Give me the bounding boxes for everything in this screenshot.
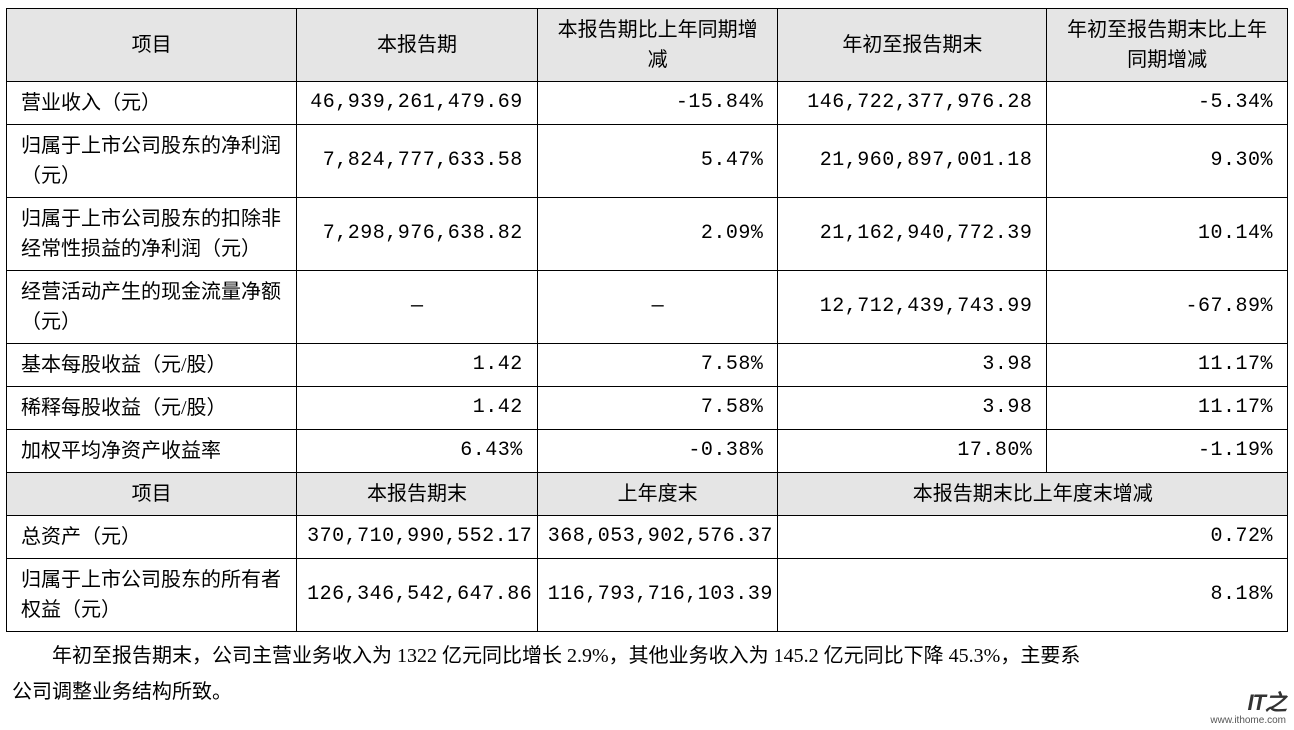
footnote-paragraph: 年初至报告期末，公司主营业务收入为 1322 亿元同比增长 2.9%，其他业务收… (6, 632, 1288, 710)
h1-item: 项目 (7, 9, 297, 82)
table-row: 稀释每股收益（元/股） 1.42 7.58% 3.98 11.17% (7, 387, 1288, 430)
row-value: 1.42 (297, 387, 538, 430)
header-row-2: 项目 本报告期末 上年度末 本报告期末比上年度末增减 (7, 473, 1288, 516)
row-value: 21,960,897,001.18 (778, 125, 1047, 198)
table-row: 归属于上市公司股东的所有者权益（元） 126,346,542,647.86 11… (7, 559, 1288, 632)
footnote-line-1: 年初至报告期末，公司主营业务收入为 1322 亿元同比增长 2.9%，其他业务收… (12, 638, 1282, 674)
row-pct: -67.89% (1047, 271, 1288, 344)
source-watermark: IT之 www.ithome.com (1210, 685, 1286, 726)
row-pct: 2.09% (537, 198, 778, 271)
row-pct: 5.47% (537, 125, 778, 198)
row-value: 370,710,990,552.17 (297, 516, 538, 559)
row-value: 1.42 (297, 344, 538, 387)
row-value: 12,712,439,743.99 (778, 271, 1047, 344)
row-pct: 10.14% (1047, 198, 1288, 271)
row-value: 21,162,940,772.39 (778, 198, 1047, 271)
financial-table: 项目 本报告期 本报告期比上年同期增减 年初至报告期末 年初至报告期末比上年同期… (6, 8, 1288, 632)
row-label: 归属于上市公司股东的所有者权益（元） (7, 559, 297, 632)
watermark-logo: IT之 (1210, 685, 1286, 717)
row-label: 经营活动产生的现金流量净额（元） (7, 271, 297, 344)
row-label: 基本每股收益（元/股） (7, 344, 297, 387)
footnote-line-2: 公司调整业务结构所致。 (12, 674, 1282, 710)
row-label: 稀释每股收益（元/股） (7, 387, 297, 430)
h1-ytd-chg: 年初至报告期末比上年同期增减 (1047, 9, 1288, 82)
row-label: 归属于上市公司股东的净利润（元） (7, 125, 297, 198)
h2-prev: 上年度末 (537, 473, 778, 516)
row-pct: 11.17% (1047, 387, 1288, 430)
table-row: 营业收入（元） 46,939,261,479.69 -15.84% 146,72… (7, 82, 1288, 125)
row-pct: 8.18% (778, 559, 1288, 632)
table-row: 总资产（元） 370,710,990,552.17 368,053,902,57… (7, 516, 1288, 559)
table-row: 归属于上市公司股东的净利润（元） 7,824,777,633.58 5.47% … (7, 125, 1288, 198)
row-value: 3.98 (778, 387, 1047, 430)
row-value: 7,298,976,638.82 (297, 198, 538, 271)
row-value: 46,939,261,479.69 (297, 82, 538, 125)
row-value: — (297, 271, 538, 344)
row-value: 146,722,377,976.28 (778, 82, 1047, 125)
row-value: 7,824,777,633.58 (297, 125, 538, 198)
row-pct: 0.72% (778, 516, 1288, 559)
row-value: 3.98 (778, 344, 1047, 387)
table-row: 归属于上市公司股东的扣除非经常性损益的净利润（元） 7,298,976,638.… (7, 198, 1288, 271)
row-label: 加权平均净资产收益率 (7, 430, 297, 473)
row-pct: -0.38% (537, 430, 778, 473)
row-pct: 9.30% (1047, 125, 1288, 198)
row-label: 总资产（元） (7, 516, 297, 559)
row-pct: -15.84% (537, 82, 778, 125)
header-row-1: 项目 本报告期 本报告期比上年同期增减 年初至报告期末 年初至报告期末比上年同期… (7, 9, 1288, 82)
table-row: 经营活动产生的现金流量净额（元） — — 12,712,439,743.99 -… (7, 271, 1288, 344)
row-value: 368,053,902,576.37 (537, 516, 778, 559)
table-row: 加权平均净资产收益率 6.43% -0.38% 17.80% -1.19% (7, 430, 1288, 473)
row-value: 116,793,716,103.39 (537, 559, 778, 632)
h1-ytd: 年初至报告期末 (778, 9, 1047, 82)
row-value: 6.43% (297, 430, 538, 473)
row-pct: -5.34% (1047, 82, 1288, 125)
row-pct: -1.19% (1047, 430, 1288, 473)
row-label: 营业收入（元） (7, 82, 297, 125)
h1-period: 本报告期 (297, 9, 538, 82)
row-pct: 11.17% (1047, 344, 1288, 387)
row-value: 126,346,542,647.86 (297, 559, 538, 632)
row-label: 归属于上市公司股东的扣除非经常性损益的净利润（元） (7, 198, 297, 271)
row-pct: 7.58% (537, 387, 778, 430)
h2-end: 本报告期末 (297, 473, 538, 516)
table-row: 基本每股收益（元/股） 1.42 7.58% 3.98 11.17% (7, 344, 1288, 387)
row-pct: — (537, 271, 778, 344)
row-pct: 7.58% (537, 344, 778, 387)
h2-item: 项目 (7, 473, 297, 516)
row-value: 17.80% (778, 430, 1047, 473)
watermark-url: www.ithome.com (1210, 715, 1286, 726)
h2-change: 本报告期末比上年度末增减 (778, 473, 1288, 516)
h1-change: 本报告期比上年同期增减 (537, 9, 778, 82)
